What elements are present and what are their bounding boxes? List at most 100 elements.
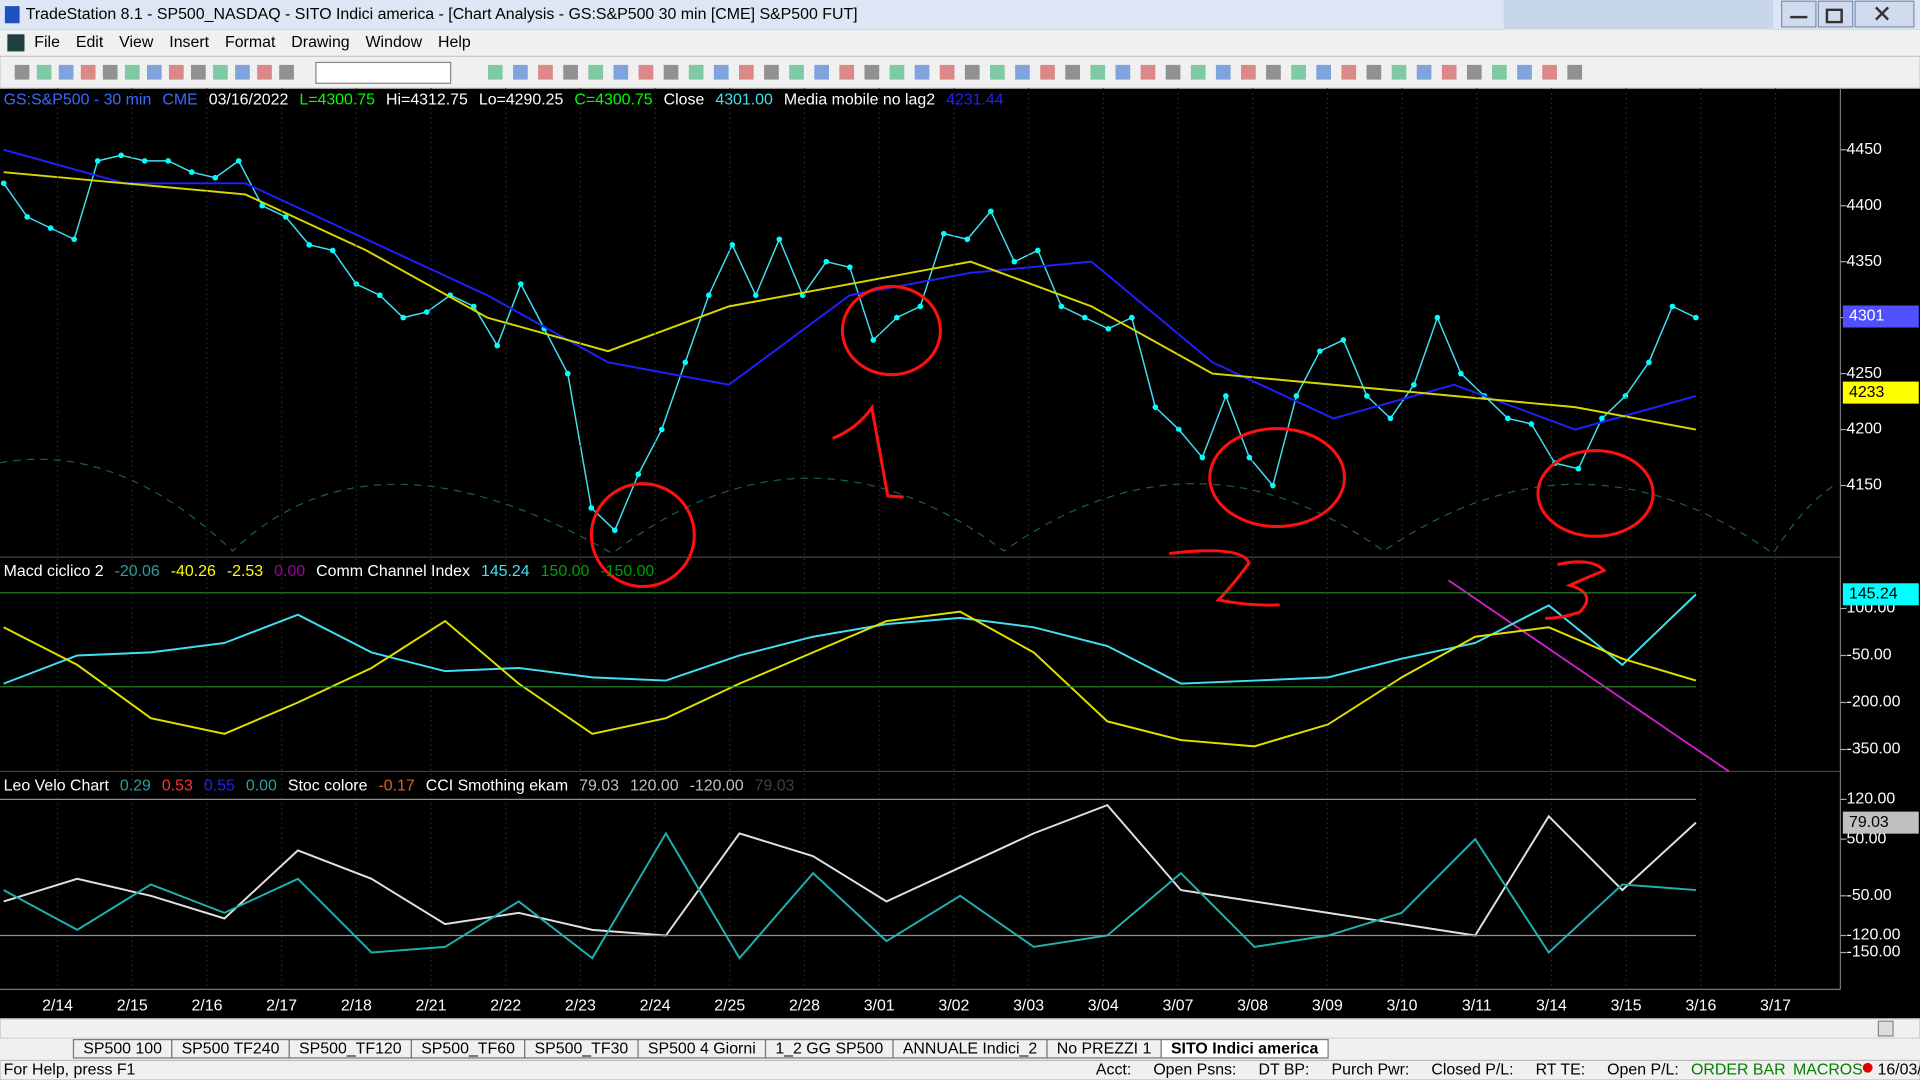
last-value-tag xyxy=(1842,583,1919,606)
price-dot xyxy=(705,292,712,299)
toolbar-icon xyxy=(1165,64,1181,80)
annotation-circle xyxy=(1208,427,1347,529)
close-button[interactable] xyxy=(1854,0,1915,28)
title-bar-shade xyxy=(1503,0,1774,30)
trendline xyxy=(1448,579,1730,773)
price-dot xyxy=(1270,482,1276,489)
indicator-label: C=4300.75 xyxy=(574,92,652,109)
toolbar-icon xyxy=(663,64,679,80)
indicator-label: CME xyxy=(162,92,197,109)
price-dot xyxy=(870,337,877,343)
price-dot xyxy=(1246,454,1253,461)
menu-item[interactable]: File xyxy=(34,34,60,51)
toolbar-icon xyxy=(513,64,528,80)
tab-label[interactable]: SP500 100 xyxy=(83,1041,162,1058)
tab-label[interactable]: SP500_TF120 xyxy=(299,1041,402,1058)
price-dot xyxy=(212,174,219,181)
tab-label[interactable]: 1_2 GG SP500 xyxy=(775,1041,883,1058)
scroll-thumb[interactable] xyxy=(1877,1020,1894,1037)
y-tick-label: -120.00 xyxy=(1847,927,1901,944)
toolbar-icon xyxy=(864,64,880,80)
status-bar xyxy=(0,1059,1920,1080)
indicator-label: -20.06 xyxy=(115,563,160,580)
indicator-label: Comm Channel Index xyxy=(316,563,470,580)
price-dot xyxy=(940,230,947,237)
tab-label[interactable]: SP500 TF240 xyxy=(182,1041,280,1058)
y-tick-label: 4200 xyxy=(1847,421,1883,438)
price-dot xyxy=(1693,314,1699,321)
tab-label[interactable]: ANNUALE Indici_2 xyxy=(903,1041,1038,1058)
status-field: Closed P/L: xyxy=(1431,1061,1513,1078)
price-dot xyxy=(1340,337,1347,343)
x-tick-label: 3/11 xyxy=(1462,998,1492,1015)
scrollbar[interactable] xyxy=(0,1018,1920,1039)
status-dot xyxy=(1862,1062,1873,1073)
toolbar-icon xyxy=(235,64,250,80)
toolbar-icon xyxy=(964,64,980,80)
status-toggle: ORDER BAR xyxy=(1691,1061,1786,1078)
x-tick-label: 3/07 xyxy=(1162,998,1193,1015)
menu-item[interactable]: Insert xyxy=(169,34,209,51)
cycle-arcs xyxy=(0,458,1838,555)
x-tick-label: 2/15 xyxy=(117,998,148,1015)
x-tick-label: 3/16 xyxy=(1685,998,1716,1015)
y-tick-label: 4250 xyxy=(1847,365,1883,382)
toolbar-icon xyxy=(1115,64,1131,80)
indicator-label: Lo=4290.25 xyxy=(479,92,564,109)
toolbar-icon xyxy=(914,64,930,80)
y-tick-label: -150.00 xyxy=(1847,944,1901,961)
x-tick-label: 2/23 xyxy=(565,998,596,1015)
tab-label[interactable]: SP500_TF60 xyxy=(421,1041,515,1058)
status-field: Open P/L: xyxy=(1607,1061,1679,1078)
toolbar-icon xyxy=(1517,64,1532,80)
tab-label[interactable]: No PREZZI 1 xyxy=(1057,1041,1152,1058)
menu-item[interactable]: Format xyxy=(225,34,276,51)
x-tick-label: 3/03 xyxy=(1013,998,1044,1015)
x-tick-label: 2/17 xyxy=(266,998,297,1015)
toolbar-icon xyxy=(814,64,829,80)
price-dot xyxy=(517,281,524,287)
toolbar-icon xyxy=(588,64,604,80)
status-field: Open Psns: xyxy=(1153,1061,1236,1078)
tab[interactable] xyxy=(1160,1038,1329,1059)
tab-label[interactable]: SITO Indici america xyxy=(1171,1041,1318,1058)
price-dot xyxy=(1434,314,1441,321)
price-dot xyxy=(846,264,853,271)
price-dot xyxy=(165,158,172,164)
y-tick-label: -50.00 xyxy=(1847,647,1892,664)
toolbar-icon xyxy=(1040,64,1055,80)
toolbar-icon xyxy=(1140,64,1156,80)
menu-item[interactable]: Edit xyxy=(76,34,104,51)
indicator-label: GS:S&P500 - 30 min xyxy=(4,92,152,109)
menu-item[interactable]: View xyxy=(119,34,154,51)
series-line xyxy=(3,171,1697,431)
tab-label[interactable]: SP500_TF30 xyxy=(535,1041,629,1058)
tab-label[interactable]: SP500 4 Giorni xyxy=(648,1041,756,1058)
price-dot xyxy=(1176,426,1182,433)
menu-item[interactable]: Help xyxy=(438,34,471,51)
doc-icon xyxy=(7,34,25,52)
price-dot xyxy=(1528,421,1535,427)
x-tick-label: 3/09 xyxy=(1312,998,1343,1015)
menu-item[interactable]: Drawing xyxy=(291,34,349,51)
x-tick-label: 3/14 xyxy=(1536,998,1567,1015)
indicator-label: -0.17 xyxy=(378,777,414,794)
toolbar-icon xyxy=(738,64,754,80)
price-dot xyxy=(917,303,924,310)
minimize-button[interactable] xyxy=(1781,0,1817,28)
toolbar-icon xyxy=(939,64,955,80)
toolbar-combo[interactable] xyxy=(315,61,452,84)
toolbar-icon xyxy=(839,64,855,80)
x-tick-label: 2/24 xyxy=(640,998,671,1015)
cycle-arc xyxy=(0,458,1838,555)
x-tick-label: 3/02 xyxy=(938,998,969,1015)
toolbar-icon xyxy=(764,64,779,80)
indicator-label: 0.55 xyxy=(204,777,235,794)
menu-item[interactable]: Window xyxy=(366,34,423,51)
price-dot xyxy=(235,158,242,164)
plots xyxy=(0,88,1777,990)
price-dot xyxy=(1646,359,1652,366)
toolbar-icon xyxy=(1090,64,1106,80)
